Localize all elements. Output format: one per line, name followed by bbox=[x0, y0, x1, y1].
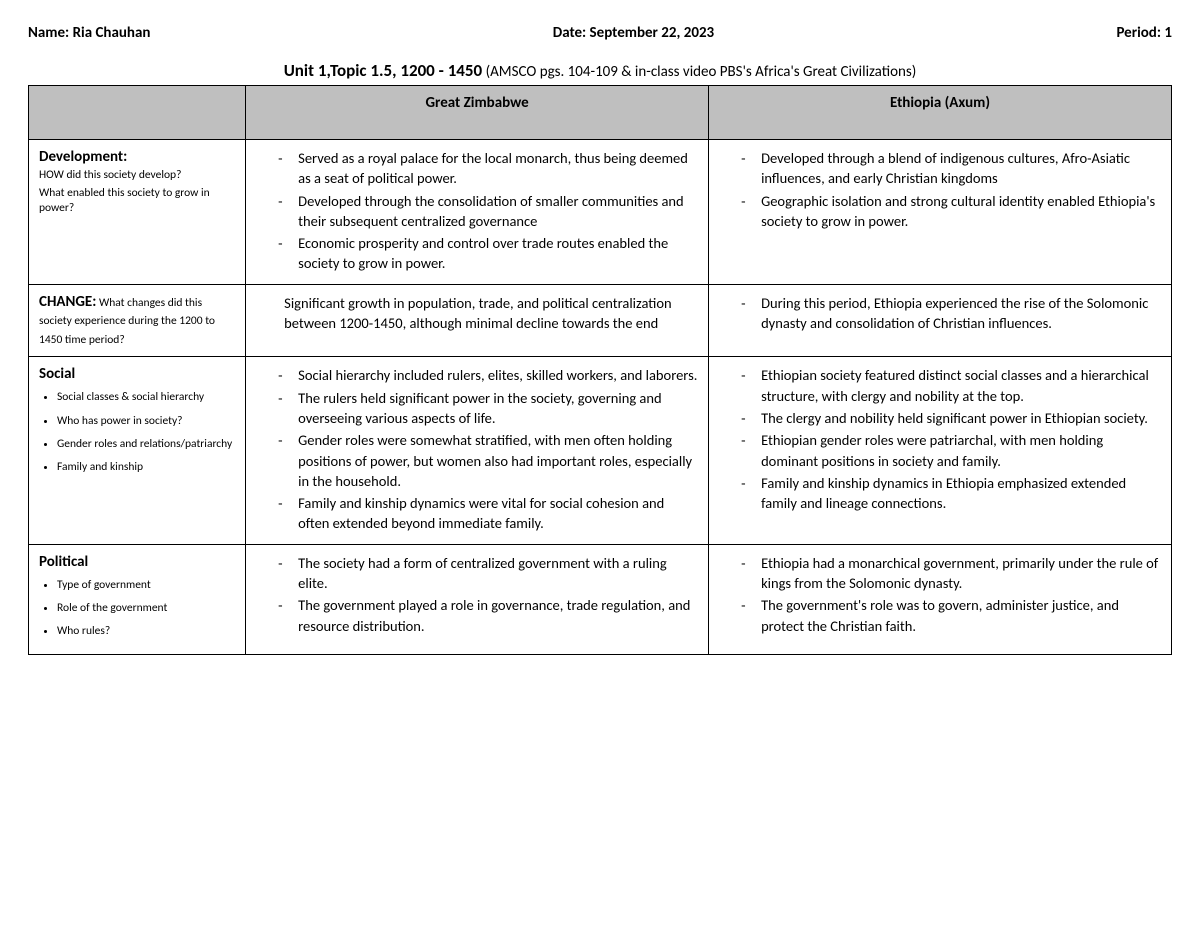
label-social-strong: Social bbox=[39, 365, 75, 383]
list-item: The government's role was to govern, adm… bbox=[747, 595, 1161, 636]
cell-change-eth: During this period, Ethiopia experienced… bbox=[709, 284, 1172, 357]
sub-bullet: Who has power in society? bbox=[57, 413, 235, 430]
row-political: Political Type of government Role of the… bbox=[29, 544, 1172, 655]
name-field: Name: Ria Chauhan bbox=[28, 24, 150, 42]
page-title: Unit 1,Topic 1.5, 1200 - 1450 (AMSCO pgs… bbox=[28, 60, 1172, 81]
cell-development-gz: Served as a royal palace for the local m… bbox=[246, 140, 709, 285]
date-field: Date: September 22, 2023 bbox=[553, 24, 714, 42]
label-social: Social Social classes & social hierarchy… bbox=[29, 357, 246, 544]
label-change: CHANGE: What changes did this society ex… bbox=[29, 284, 246, 357]
sub-bullet: Gender roles and relations/patriarchy bbox=[57, 436, 235, 453]
label-development: Development: HOW did this society develo… bbox=[29, 140, 246, 285]
title-rest: (AMSCO pgs. 104-109 & in-class video PBS… bbox=[482, 63, 916, 81]
page-header: Name: Ria Chauhan Date: September 22, 20… bbox=[28, 24, 1172, 42]
sub-bullet: Who rules? bbox=[57, 623, 235, 640]
cell-development-eth: Developed through a blend of indigenous … bbox=[709, 140, 1172, 285]
list-item: Served as a royal palace for the local m… bbox=[284, 148, 698, 189]
row-social: Social Social classes & social hierarchy… bbox=[29, 357, 1172, 544]
label-political: Political Type of government Role of the… bbox=[29, 544, 246, 655]
header-blank bbox=[29, 86, 246, 140]
list-item: The society had a form of centralized go… bbox=[284, 553, 698, 594]
sub-bullet: Role of the government bbox=[57, 600, 235, 617]
label-development-strong: Development: bbox=[39, 148, 127, 166]
list-item: Economic prosperity and control over tra… bbox=[284, 233, 698, 274]
list-item: During this period, Ethiopia experienced… bbox=[747, 293, 1161, 334]
list-item: Ethiopian society featured distinct soci… bbox=[747, 365, 1161, 406]
title-bold: Unit 1,Topic 1.5, 1200 - 1450 bbox=[284, 60, 482, 81]
label-political-strong: Political bbox=[39, 553, 88, 571]
sub-bullet: Family and kinship bbox=[57, 459, 235, 476]
list-item: Developed through a blend of indigenous … bbox=[747, 148, 1161, 189]
label-development-sub2: What enabled this society to grow in pow… bbox=[39, 186, 235, 217]
comparison-table: Great Zimbabwe Ethiopia (Axum) Developme… bbox=[28, 85, 1172, 655]
header-ethiopia: Ethiopia (Axum) bbox=[709, 86, 1172, 140]
cell-change-gz: Significant growth in population, trade,… bbox=[246, 284, 709, 357]
list-item: Social hierarchy included rulers, elites… bbox=[284, 365, 698, 385]
list-item: The government played a role in governan… bbox=[284, 595, 698, 636]
table-header-row: Great Zimbabwe Ethiopia (Axum) bbox=[29, 86, 1172, 140]
cell-political-gz: The society had a form of centralized go… bbox=[246, 544, 709, 655]
list-item: Ethiopia had a monarchical government, p… bbox=[747, 553, 1161, 594]
list-item: Developed through the consolidation of s… bbox=[284, 191, 698, 232]
cell-social-eth: Ethiopian society featured distinct soci… bbox=[709, 357, 1172, 544]
label-development-sub1: HOW did this society develop? bbox=[39, 168, 235, 184]
header-great-zimbabwe: Great Zimbabwe bbox=[246, 86, 709, 140]
list-item: The rulers held significant power in the… bbox=[284, 388, 698, 429]
cell-political-eth: Ethiopia had a monarchical government, p… bbox=[709, 544, 1172, 655]
list-item: Geographic isolation and strong cultural… bbox=[747, 191, 1161, 232]
period-field: Period: 1 bbox=[1116, 24, 1172, 42]
list-item: Family and kinship dynamics were vital f… bbox=[284, 493, 698, 534]
cell-social-gz: Social hierarchy included rulers, elites… bbox=[246, 357, 709, 544]
row-development: Development: HOW did this society develo… bbox=[29, 140, 1172, 285]
label-change-strong: CHANGE: bbox=[39, 293, 96, 311]
list-item: The clergy and nobility held significant… bbox=[747, 408, 1161, 428]
list-item: Ethiopian gender roles were patriarchal,… bbox=[747, 430, 1161, 471]
row-change: CHANGE: What changes did this society ex… bbox=[29, 284, 1172, 357]
sub-bullet: Social classes & social hierarchy bbox=[57, 389, 235, 406]
list-item: Family and kinship dynamics in Ethiopia … bbox=[747, 473, 1161, 514]
sub-bullet: Type of government bbox=[57, 577, 235, 594]
list-item: Gender roles were somewhat stratified, w… bbox=[284, 430, 698, 491]
